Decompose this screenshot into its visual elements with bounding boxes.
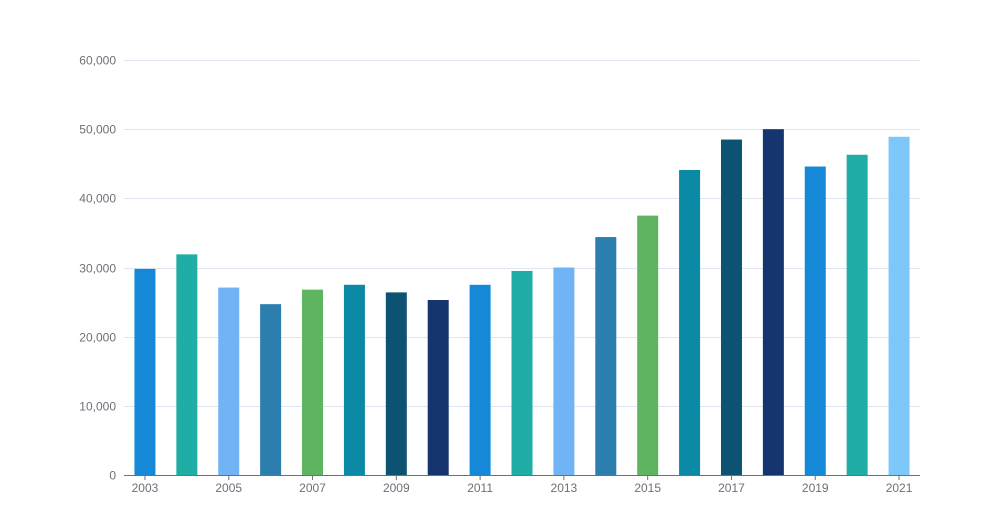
- grid-lines: [124, 60, 920, 407]
- bar-2010[interactable]: [427, 300, 449, 475]
- y-tick-label: 50,000: [79, 123, 116, 137]
- x-tick-label: 2007: [299, 481, 326, 495]
- bar-2019[interactable]: [804, 166, 826, 475]
- y-tick-label: 40,000: [79, 192, 116, 206]
- x-tick-label: 2015: [634, 481, 661, 495]
- bar-2012[interactable]: [511, 270, 533, 475]
- bar-2007[interactable]: [302, 289, 324, 475]
- y-tick-label: 30,000: [79, 262, 116, 276]
- x-tick-label: 2003: [132, 481, 159, 495]
- bars: [134, 129, 910, 476]
- bar-2015[interactable]: [637, 215, 659, 475]
- x-tick-label: 2021: [886, 481, 913, 495]
- y-tick-label: 10,000: [79, 400, 116, 414]
- axes: [124, 475, 920, 480]
- bar-2009[interactable]: [385, 292, 407, 475]
- x-tick-label: 2011: [467, 481, 493, 495]
- bar-2013[interactable]: [553, 267, 575, 476]
- bar-2003[interactable]: [134, 268, 156, 475]
- y-tick-label: 60,000: [79, 54, 116, 68]
- bar-2004[interactable]: [176, 254, 198, 475]
- x-tick-label: 2017: [718, 481, 745, 495]
- bar-2011[interactable]: [469, 284, 491, 475]
- bar-2005[interactable]: [218, 287, 240, 475]
- bar-2006[interactable]: [260, 304, 282, 475]
- x-axis-labels: 2003 2005 2007 2009 2011 2013 2015 2017 2019 2021: [132, 481, 913, 495]
- bar-2020[interactable]: [846, 154, 868, 475]
- bar-2016[interactable]: [679, 169, 701, 475]
- x-tick-label: 2019: [802, 481, 829, 495]
- bar-2021[interactable]: [888, 136, 910, 475]
- y-tick-label: 20,000: [79, 331, 116, 345]
- bar-2017[interactable]: [720, 139, 742, 475]
- bar-2008[interactable]: [343, 284, 365, 475]
- y-axis-labels: 0 10,000 20,000 30,000 40,000 50,000 60,000: [79, 54, 116, 483]
- x-tick-label: 2013: [551, 481, 578, 495]
- y-tick-label: 0: [109, 469, 116, 483]
- bar-2014[interactable]: [595, 237, 617, 475]
- x-tick-label: 2009: [383, 481, 410, 495]
- x-tick-label: 2005: [215, 481, 242, 495]
- bar-2018[interactable]: [762, 129, 784, 475]
